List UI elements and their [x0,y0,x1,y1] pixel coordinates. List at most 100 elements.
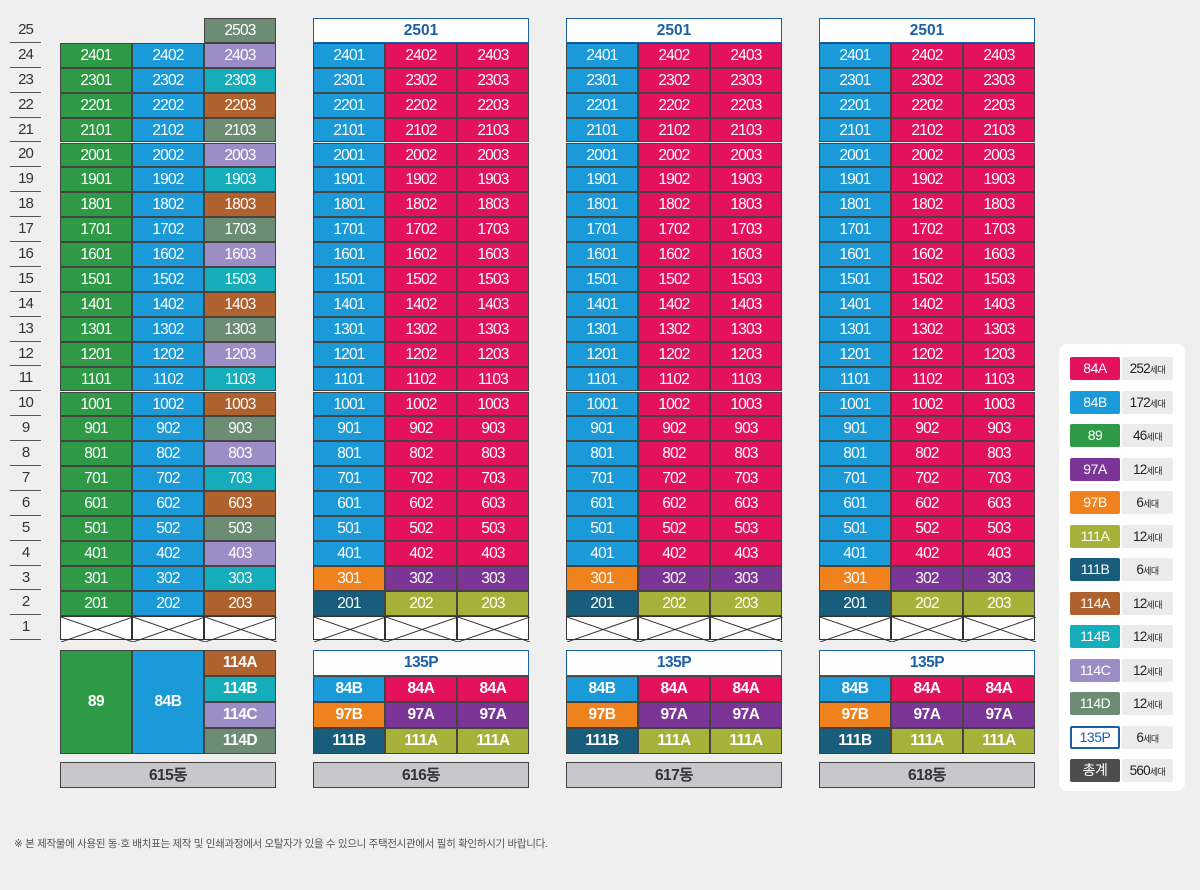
floor-label: 22 [10,93,41,118]
unit-cell: 1003 [963,391,1035,417]
unit-cell: 503 [457,516,529,541]
unit-cell: 2401 [313,42,385,68]
unit-cell: 601 [566,491,638,516]
legend-type-chip: 총계 [1070,759,1120,782]
unit-cell: 501 [566,516,638,541]
unit-cell: 202 [385,590,457,616]
legend-row: 114C 12세대 [1070,658,1173,682]
unit-cell: 602 [891,491,963,516]
unit-cell: 202 [638,590,710,616]
unit-cell: 901 [819,416,891,442]
unit-cell: 2402 [638,42,710,68]
legend-row: 84A 252세대 [1070,357,1173,380]
unit-cell: 2001 [313,142,385,168]
unit-cell: 301 [60,565,132,591]
summary-type-cell: 97A [638,702,710,728]
unit-cell: 1502 [132,267,204,292]
floor-label: 25 [10,18,41,43]
legend-count: 6세대 [1122,558,1173,581]
unit-cell: 2302 [891,67,963,93]
legend-row: 114B 12세대 [1070,625,1173,648]
unit-cell: 1403 [457,291,529,317]
empty-unit-cell [819,615,892,642]
empty-unit-cell [963,615,1036,642]
unit-cell: 1101 [819,366,891,392]
unit-cell: 1003 [457,391,529,417]
unit-cell: 1401 [566,291,638,317]
summary-type-cell: 84A [891,676,963,702]
unit-cell: 1002 [132,391,204,417]
unit-cell: 1001 [313,391,385,417]
summary-type-cell: 114D [204,728,276,754]
unit-cell: 1503 [457,267,529,292]
unit-cell: 1801 [819,192,891,218]
unit-cell: 1603 [710,242,782,267]
unit-cell: 2202 [638,92,710,118]
unit-cell: 1802 [132,192,204,218]
unit-cell: 202 [132,590,204,616]
summary-type-cell: 97B [313,702,385,728]
unit-cell: 1603 [204,242,276,267]
unit-cell: 802 [385,441,457,467]
empty-unit-cell [891,615,964,642]
unit-cell: 903 [204,416,276,442]
summary-type-cell: 97A [963,702,1035,728]
unit-cell: 2201 [566,92,638,118]
unit-cell: 1402 [638,291,710,317]
unit-cell: 2102 [132,117,204,143]
floor-label: 24 [10,43,41,68]
floor-label: 12 [10,342,41,367]
legend-count: 12세대 [1122,625,1173,648]
unit-cell: 1801 [60,192,132,218]
unit-cell: 1203 [204,341,276,367]
summary-type-cell: 84B [566,676,638,702]
unit-cell: 501 [819,516,891,541]
unit-cell: 2202 [385,92,457,118]
unit-cell: 1203 [457,341,529,367]
unit-cell: 1102 [891,366,963,392]
unit-cell: 801 [60,441,132,467]
unit-cell: 1701 [819,217,891,243]
unit-cell: 602 [132,491,204,516]
unit-cell: 502 [385,516,457,541]
unit-cell: 603 [204,491,276,516]
unit-cell: 303 [710,565,782,591]
unit-cell: 2203 [710,92,782,118]
unit-cell: 1103 [710,366,782,392]
building-type-summary: 89 84B 114A 114B 114C 114D [60,650,276,754]
summary-type-cell: 111A [891,728,963,754]
summary-type-cell: 97B [566,702,638,728]
legend-count: 12세대 [1122,658,1173,682]
legend-type-chip: 111A [1070,524,1120,548]
legend-row: 135P 6세대 [1070,725,1173,749]
unit-cell: 1403 [710,291,782,317]
unit-cell: 703 [963,466,1035,492]
building-617: 2501 2401 2402 2403 2301 2302 2303 2201 2202 2203… [566,18,783,788]
building-618: 2501 2401 2402 2403 2301 2302 2303 2201 2202 2203… [819,18,1036,788]
summary-type-cell: 97A [710,702,782,728]
unit-cell: 1402 [132,291,204,317]
unit-cell: 2403 [457,42,529,68]
summary-type-cell: 84B [313,676,385,702]
unit-cell: 1603 [963,242,1035,267]
summary-title: 135P [313,650,529,676]
unit-cell: 601 [313,491,385,516]
unit-cell: 701 [313,466,385,492]
unit-cell: 803 [710,441,782,467]
unit-cell: 1102 [638,366,710,392]
legend-count: 252세대 [1122,357,1173,380]
unit-cell: 301 [313,565,385,591]
unit-cell: 2203 [963,92,1035,118]
unit-cell: 801 [819,441,891,467]
unit-cell: 1002 [385,391,457,417]
floor-label: 8 [10,441,41,467]
unit-cell: 703 [710,466,782,492]
summary-type-cell: 84A [457,676,529,702]
legend-count: 12세대 [1122,692,1173,715]
legend-type-chip: 114D [1070,692,1120,715]
summary-type-cell: 111B [566,728,638,754]
legend-type-chip: 135P [1070,725,1120,749]
unit-cell: 801 [313,441,385,467]
unit-cell: 2101 [60,117,132,143]
unit-cell: 1903 [204,167,276,193]
